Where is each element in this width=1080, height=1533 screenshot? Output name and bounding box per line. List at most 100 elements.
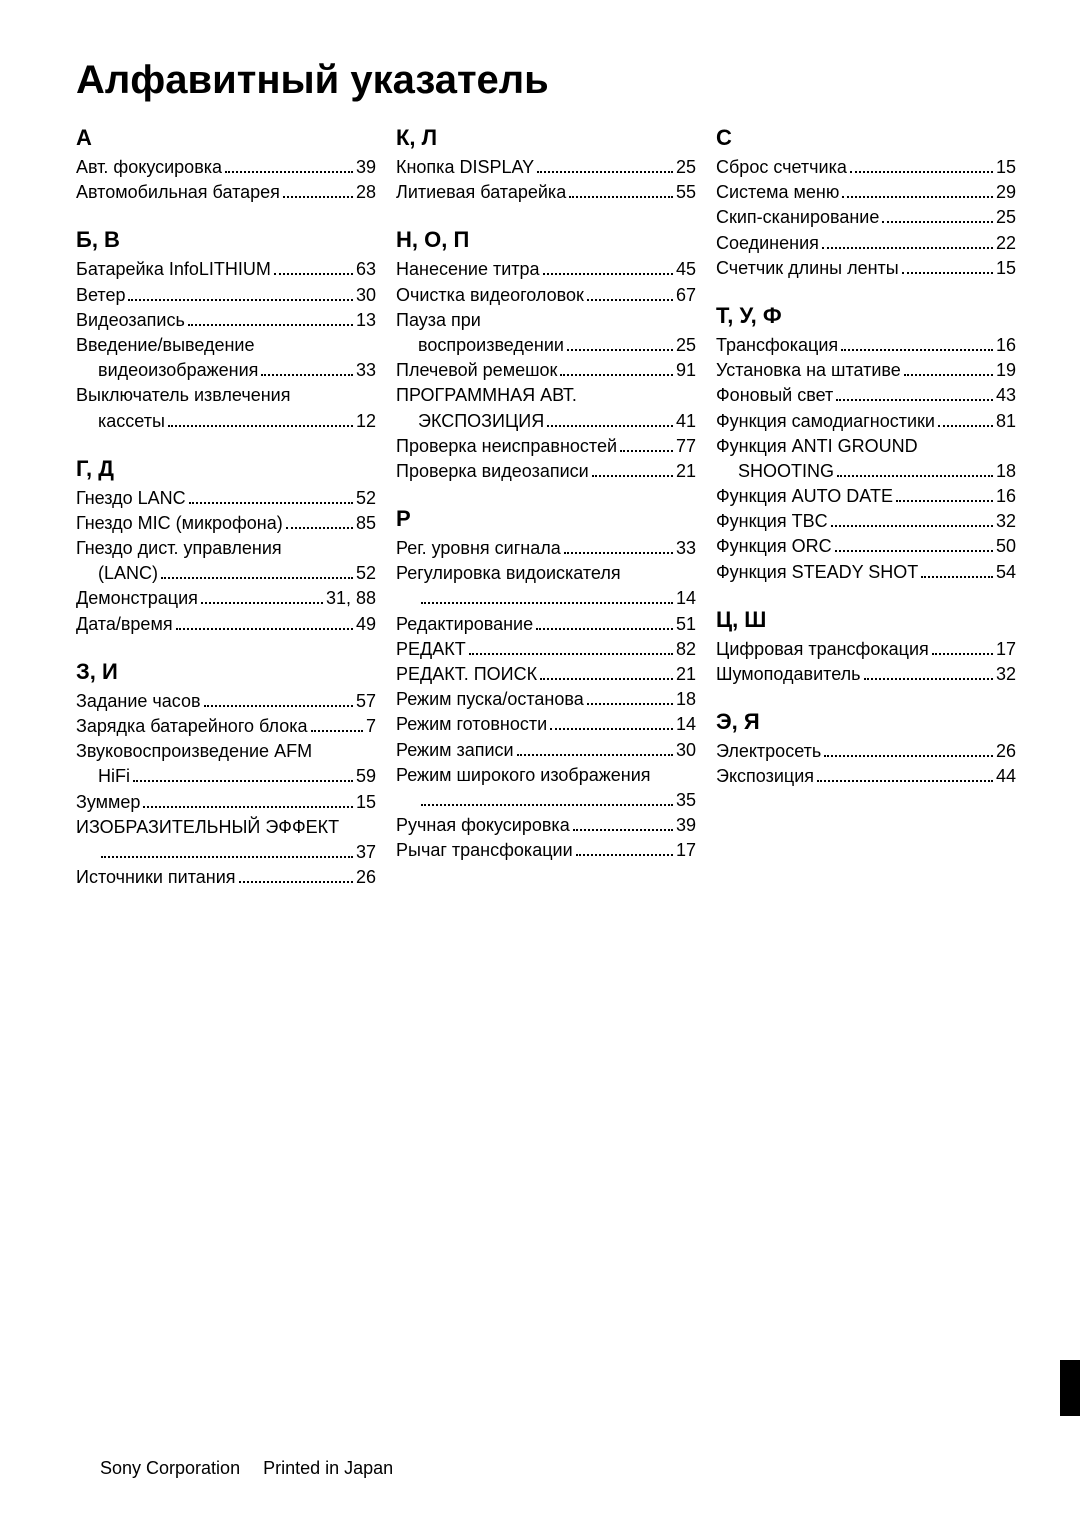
entry-label-cont: воспроизведении (418, 333, 564, 358)
entry-dots (564, 552, 673, 554)
entry-label: Звуковоспроизведение AFM (76, 739, 376, 764)
entry-continuation: 14 (396, 586, 696, 611)
entry-page: 54 (996, 560, 1016, 585)
entry-label: Кнопка DISPLAY (396, 155, 534, 180)
entry-label: Функция самодиагностики (716, 409, 935, 434)
entry-label: Проверка неисправностей (396, 434, 617, 459)
entry-page: 14 (676, 712, 696, 737)
index-entry: Цифровая трансфокация17 (716, 637, 1016, 662)
index-entry: Трансфокация16 (716, 333, 1016, 358)
entry-page: 15 (356, 790, 376, 815)
entry-label: Плечевой ремешок (396, 358, 557, 383)
entry-page: 18 (996, 459, 1016, 484)
entry-page: 77 (676, 434, 696, 459)
entry-page: 91 (676, 358, 696, 383)
entry-page: 85 (356, 511, 376, 536)
entry-label: Гнездо дист. управления (76, 536, 376, 561)
entry-label: Скип-сканирование (716, 205, 879, 230)
index-entry: РЕДАКТ. ПОИСК21 (396, 662, 696, 687)
entry-page: 33 (676, 536, 696, 561)
entry-dots (837, 475, 993, 477)
entry-continuation: 35 (396, 788, 696, 813)
section-heading: З, И (76, 659, 376, 685)
entry-page: 55 (676, 180, 696, 205)
entry-dots (904, 374, 993, 376)
entry-label: Гнездо LANC (76, 486, 186, 511)
entry-dots (587, 299, 673, 301)
entry-label: Введение/выведение (76, 333, 376, 358)
index-entry: Система меню29 (716, 180, 1016, 205)
entry-label: Ручная фокусировка (396, 813, 570, 838)
entry-page: 31, 88 (326, 586, 376, 611)
entry-page: 16 (996, 333, 1016, 358)
entry-page: 57 (356, 689, 376, 714)
entry-label: Установка на штативе (716, 358, 901, 383)
index-section: З, И Задание часов 57Зарядка батарейного б… (76, 659, 376, 891)
entry-page: 50 (996, 534, 1016, 559)
entry-page: 39 (356, 155, 376, 180)
index-section: Ц, Ш Цифровая трансфокация17Шумоподавител… (716, 607, 1016, 687)
entry-dots (176, 628, 353, 630)
entry-page: 43 (996, 383, 1016, 408)
entry-page: 17 (996, 637, 1016, 662)
entry-dots (560, 374, 673, 376)
entry-label: Очистка видеоголовок (396, 283, 584, 308)
entry-page: 21 (676, 459, 696, 484)
index-entry: Видеозапись13 (76, 308, 376, 333)
entry-label: Шумоподавитель (716, 662, 861, 687)
entry-label: Режим пуска/останова (396, 687, 584, 712)
section-heading: Ц, Ш (716, 607, 1016, 633)
index-entry: Проверка неисправностей 77 (396, 434, 696, 459)
index-section: Э, ЯЭлектросеть26Экспозиция44 (716, 709, 1016, 789)
entry-page: 52 (356, 486, 376, 511)
entry-dots (286, 527, 353, 529)
entry-continuation: HiFi59 (76, 764, 376, 789)
entry-page: 26 (356, 865, 376, 890)
entry-page: 15 (996, 256, 1016, 281)
entry-label: Система меню (716, 180, 839, 205)
entry-dots (932, 653, 993, 655)
entry-dots (133, 780, 353, 782)
entry-dots (841, 349, 993, 351)
index-entry: Нанесение титра45 (396, 257, 696, 282)
entry-label: Выключатель извлечения (76, 383, 376, 408)
section-heading: Э, Я (716, 709, 1016, 735)
entry-label-cont: ЭКСПОЗИЦИЯ (418, 409, 544, 434)
entry-page: 67 (676, 283, 696, 308)
entry-dots (469, 653, 673, 655)
index-column: ААвт. фокусировка39Автомобильная батарея… (76, 125, 376, 912)
index-entry: Гнездо LANC 52 (76, 486, 376, 511)
entry-dots (225, 171, 353, 173)
entry-dots (550, 728, 673, 730)
index-entry: Установка на штативе19 (716, 358, 1016, 383)
entry-label: Видеозапись (76, 308, 185, 333)
entry-dots (128, 299, 352, 301)
index-entry: Соединения22 (716, 231, 1016, 256)
entry-dots (567, 349, 673, 351)
entry-continuation: кассеты12 (76, 409, 376, 434)
entry-dots (311, 730, 363, 732)
entry-label: Функция AUTO DATE (716, 484, 893, 509)
entry-page: 7 (366, 714, 376, 739)
entry-dots (537, 171, 673, 173)
entry-dots (850, 171, 993, 173)
index-entry: Счетчик длины ленты15 (716, 256, 1016, 281)
entry-page: 25 (996, 205, 1016, 230)
entry-page: 45 (676, 257, 696, 282)
entry-label: Дата/время (76, 612, 173, 637)
index-entry: Зарядка батарейного блока7 (76, 714, 376, 739)
entry-page: 37 (356, 840, 376, 865)
entry-label: ИЗОБРАЗИТЕЛЬНЫЙ ЭФФЕКТ (76, 815, 376, 840)
index-entry: Режим широкого изображения35 (396, 763, 696, 813)
entry-page: 52 (356, 561, 376, 586)
entry-page: 18 (676, 687, 696, 712)
section-heading: Р (396, 506, 696, 532)
entry-page: 17 (676, 838, 696, 863)
entry-dots (101, 856, 353, 858)
index-entry: Регулировка видоискателя14 (396, 561, 696, 611)
index-entry: Зуммер15 (76, 790, 376, 815)
index-section: Т, У, ФТрансфокация16Установка на штатив… (716, 303, 1016, 585)
entry-page: 26 (996, 739, 1016, 764)
entry-label: Задание часов (76, 689, 201, 714)
entry-dots (188, 324, 353, 326)
